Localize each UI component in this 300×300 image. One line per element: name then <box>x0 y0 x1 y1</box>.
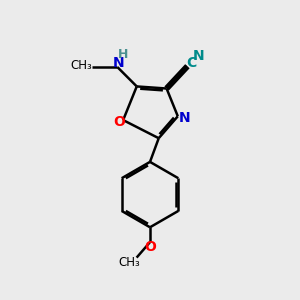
Text: H: H <box>118 48 129 61</box>
Text: N: N <box>193 49 205 63</box>
Text: O: O <box>114 115 125 129</box>
Text: CH₃: CH₃ <box>70 59 92 72</box>
Text: N: N <box>113 56 125 70</box>
Text: C: C <box>186 56 196 70</box>
Text: CH₃: CH₃ <box>118 256 140 269</box>
Text: O: O <box>144 241 156 254</box>
Text: N: N <box>178 111 190 125</box>
